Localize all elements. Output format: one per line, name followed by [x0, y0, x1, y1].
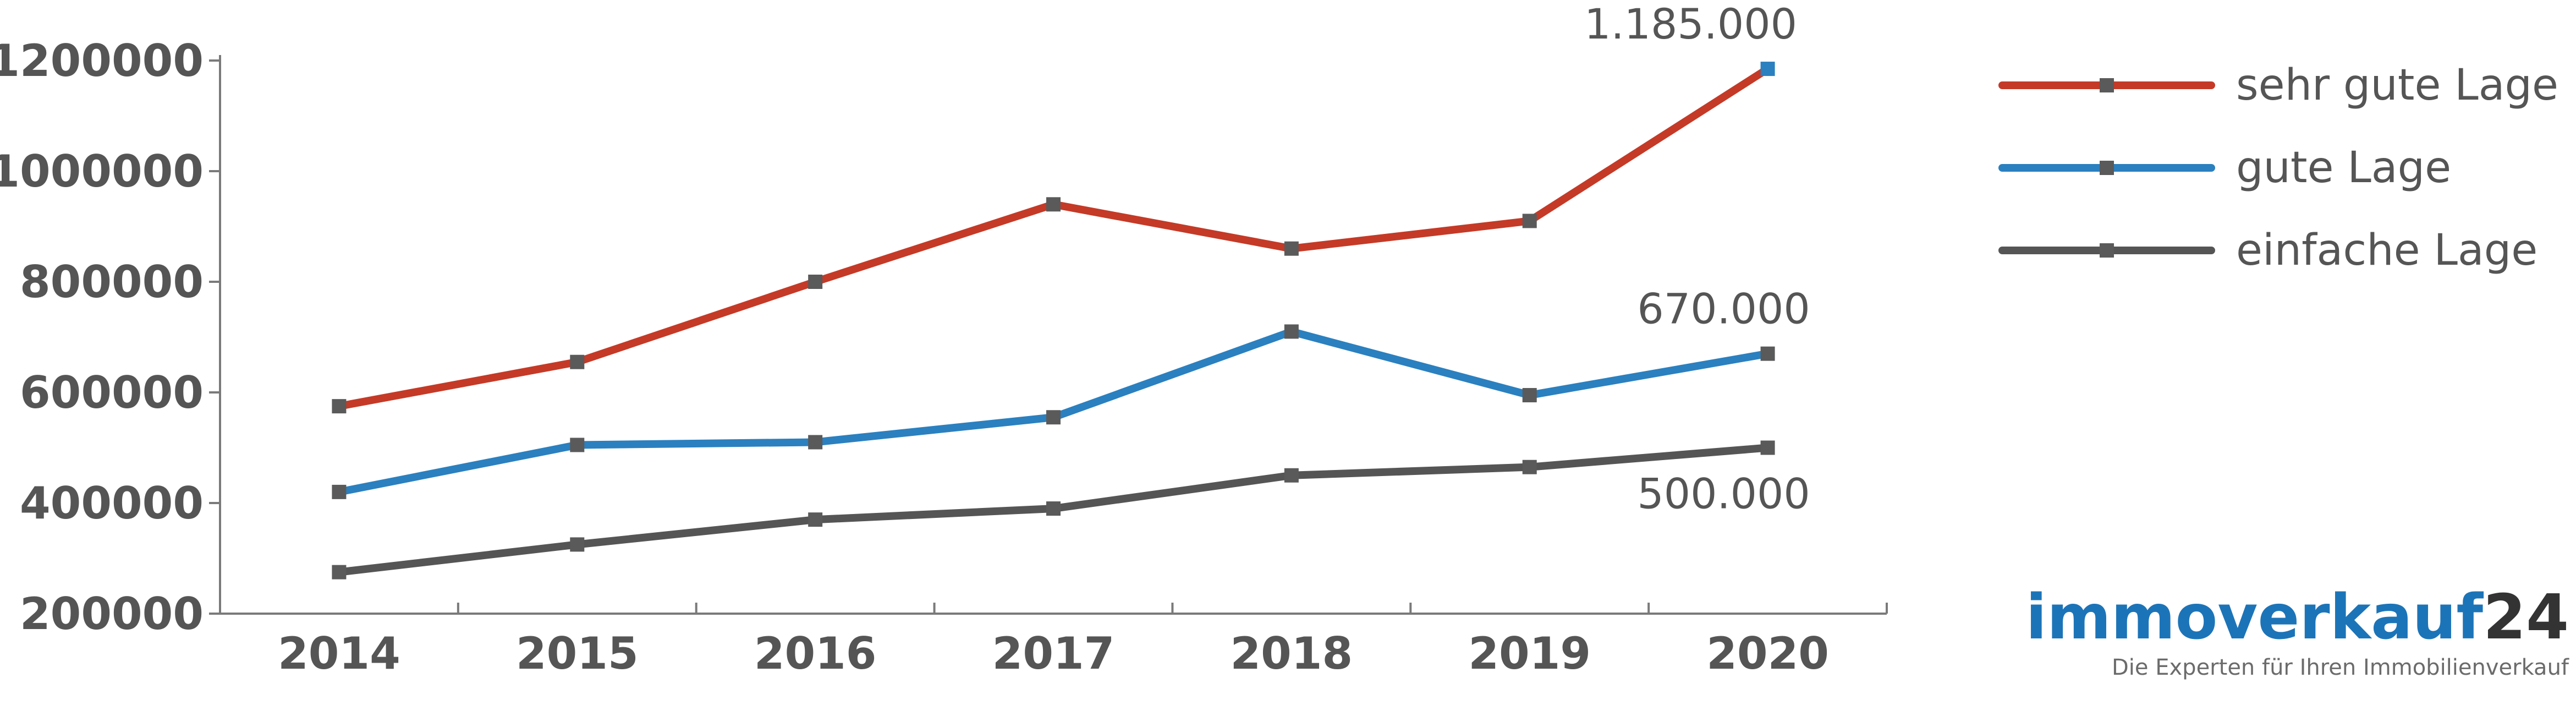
y-tick-label: 200000	[20, 588, 204, 640]
legend-swatch-marker	[2100, 161, 2114, 175]
data-point-sehr-gute-lage-2015	[570, 354, 585, 369]
data-annotations: 1.185.000 670.000 500.000	[1584, 0, 1810, 518]
data-point-einfache-lage-2020	[1760, 440, 1775, 455]
data-point-sehr-gute-lage-2017	[1046, 197, 1061, 212]
data-point-sehr-gute-lage-2014	[332, 399, 347, 414]
data-point-einfache-lage-2015	[570, 537, 585, 552]
data-point-gute-lage-2020	[1760, 346, 1775, 361]
x-tick-label: 2020	[1706, 628, 1829, 679]
data-point-gute-lage-2018	[1284, 324, 1299, 339]
legend-label: einfache Lage	[2236, 226, 2537, 275]
legend-label: sehr gute Lage	[2236, 61, 2558, 110]
x-tick-label: 2018	[1231, 628, 1353, 679]
data-point-einfache-lage-2018	[1284, 468, 1299, 483]
svg-text:immoverkauf24: immoverkauf24	[2026, 582, 2569, 653]
y-tick-label: 800000	[20, 256, 204, 308]
data-point-sehr-gute-lage-2019	[1522, 214, 1537, 228]
legend-swatch-marker	[2100, 78, 2114, 92]
annotation-gute-lage: 670.000	[1637, 285, 1810, 334]
series-line-sehr-gute-lage	[335, 65, 1772, 411]
data-point-sehr-gute-lage-2018	[1284, 241, 1299, 256]
x-tick-label: 2017	[992, 628, 1115, 679]
chart-axes	[209, 55, 1888, 615]
x-tick-label: 2014	[278, 628, 400, 679]
logo-tagline: Die Experten für Ihren Immobilienverkauf	[2112, 655, 2569, 680]
y-tick-label: 1000000	[0, 146, 204, 197]
brand-logo: immoverkauf24 Die Experten für Ihren Imm…	[2026, 582, 2569, 680]
data-point-gute-lage-2015	[570, 438, 585, 452]
y-tick-label: 1200000	[0, 35, 204, 86]
annotation-sehr-gute-lage: 1.185.000	[1584, 0, 1797, 48]
data-point-sehr-gute-lage-2020	[1760, 62, 1775, 76]
y-tick-label: 400000	[20, 478, 204, 529]
data-point-einfache-lage-2016	[808, 512, 823, 527]
data-point-gute-lage-2016	[808, 435, 823, 450]
series-lines	[335, 65, 1772, 576]
legend-item-gute-lage: gute Lage	[1998, 143, 2451, 193]
legend: sehr gute Lage gute Lage einfache Lage	[1998, 61, 2558, 275]
data-point-gute-lage-2017	[1046, 410, 1061, 425]
x-tick-label: 2015	[516, 628, 639, 679]
series-markers	[332, 62, 1775, 580]
data-point-gute-lage-2014	[332, 484, 347, 499]
legend-item-einfache-lage: einfache Lage	[1998, 226, 2537, 275]
y-tick-labels: 200000 400000 600000 800000 1000000 1200000	[0, 35, 204, 640]
x-tick-label: 2016	[754, 628, 877, 679]
x-tick-label: 2019	[1468, 628, 1591, 679]
annotation-einfache-lage: 500.000	[1637, 469, 1810, 518]
logo-wordmark: immoverkauf	[2026, 582, 2484, 653]
legend-swatch-marker	[2100, 243, 2114, 258]
legend-label: gute Lage	[2236, 143, 2451, 193]
data-point-gute-lage-2019	[1522, 388, 1537, 403]
x-tick-labels: 2014 2015 2016 2017 2018 2019 2020	[278, 628, 1829, 679]
logo-number: 24	[2483, 582, 2569, 653]
data-point-einfache-lage-2014	[332, 565, 347, 580]
data-point-sehr-gute-lage-2016	[808, 275, 823, 289]
data-point-einfache-lage-2019	[1522, 460, 1537, 474]
y-tick-label: 600000	[20, 367, 204, 418]
legend-item-sehr-gute-lage: sehr gute Lage	[1998, 61, 2558, 110]
data-point-einfache-lage-2017	[1046, 501, 1061, 516]
